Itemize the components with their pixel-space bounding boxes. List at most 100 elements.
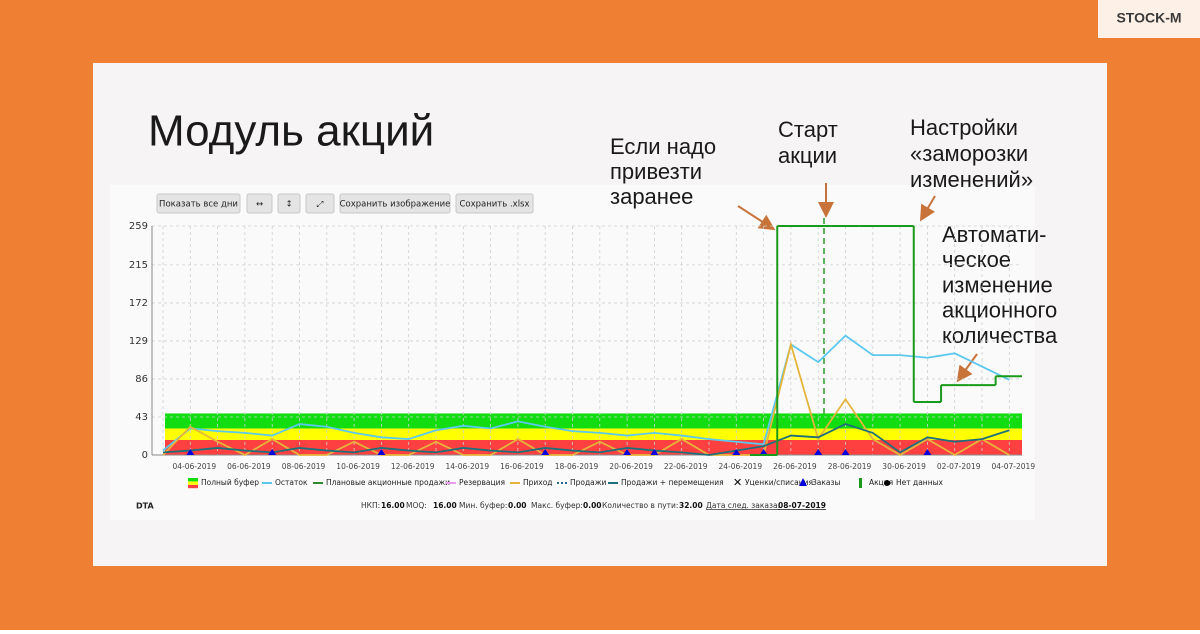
info-value: 32.00 [679, 501, 703, 510]
legend-label: Заказы [812, 478, 841, 487]
annotation: привезти [610, 159, 702, 184]
x-tick-label: 04-06-2019 [173, 462, 217, 471]
legend-swatch [884, 480, 890, 486]
slide-title: Модуль акций [148, 107, 434, 156]
x-tick-label: 16-06-2019 [500, 462, 544, 471]
series-line [162, 340, 1010, 457]
legend-label: Продажи + перемещения [621, 478, 724, 487]
x-tick-label: 24-06-2019 [719, 462, 763, 471]
legend-swatch [188, 484, 198, 489]
toolbar-button-label[interactable]: ⤢ [316, 200, 324, 210]
order-marker [268, 449, 277, 455]
legend-label: Полный буфер [201, 478, 259, 487]
y-tick-label: 86 [135, 374, 148, 385]
legend-swatch [188, 481, 198, 485]
annotation: изменение [942, 272, 1053, 297]
order-marker [732, 449, 741, 455]
x-tick-label: 28-06-2019 [828, 462, 872, 471]
order-marker [759, 449, 768, 455]
logo-box [1098, 0, 1200, 38]
toolbar-button[interactable] [246, 193, 273, 214]
info-label: Мин. буфер: [459, 501, 507, 510]
legend-swatch [859, 478, 862, 488]
info-value: 0.00 [508, 501, 527, 510]
x-tick-label: 08-06-2019 [282, 462, 326, 471]
info-code: DTA [136, 502, 154, 511]
info-value: 16.00 [433, 501, 457, 510]
info-label: Макс. буфер: [531, 501, 583, 510]
x-tick-label: 04-07-2019 [992, 462, 1036, 471]
annotation: Настройки [910, 115, 1018, 140]
y-tick-label: 0 [142, 450, 148, 461]
legend-label: Приход [523, 478, 553, 487]
y-tick-label: 43 [135, 412, 148, 423]
info-label: Дата след. заказа: [706, 501, 780, 510]
annotation: изменений» [910, 167, 1033, 192]
info-label: НКП: [361, 501, 380, 510]
annotation: ческое [942, 247, 1011, 272]
toolbar-button[interactable] [305, 193, 335, 214]
x-tick-label: 26-06-2019 [773, 462, 817, 471]
toolbar-button-label[interactable]: Сохранить .xlsx [459, 200, 529, 210]
order-marker [814, 449, 823, 455]
legend-swatch [188, 478, 198, 482]
annotation: «заморозки [910, 141, 1028, 166]
info-label: Количество в пути: [602, 501, 678, 510]
buffer-band [165, 428, 1022, 440]
series-line [162, 423, 1010, 456]
annotation: заранее [610, 184, 693, 209]
annotation: Автомати- [942, 222, 1047, 247]
x-tick-label: 20-06-2019 [609, 462, 653, 471]
legend-swatch [799, 478, 807, 486]
x-tick-label: 02-07-2019 [937, 462, 981, 471]
toolbar-button[interactable] [156, 193, 241, 214]
order-marker [650, 449, 659, 455]
arrow [737, 205, 776, 231]
order-marker [186, 449, 195, 455]
arrow [956, 353, 978, 383]
toolbar-button[interactable] [277, 193, 301, 214]
legend-label: Продажи [570, 478, 607, 487]
legend-label: Резервация [459, 478, 505, 487]
x-tick-label: 18-06-2019 [555, 462, 599, 471]
legend-swatch: ✕ [733, 476, 742, 489]
series-line [162, 334, 1010, 452]
info-value: 08-07-2019 [778, 501, 826, 510]
x-tick-label: 14-06-2019 [446, 462, 490, 471]
toolbar-button-label[interactable]: Показать все дни [159, 200, 238, 210]
x-tick-label: 06-06-2019 [227, 462, 271, 471]
info-label: MOQ: [406, 501, 427, 510]
info-value: 0.00 [583, 501, 602, 510]
arrow [919, 195, 936, 222]
y-tick-label: 259 [129, 221, 148, 232]
annotation: акции [778, 143, 837, 168]
annotation: количества [942, 323, 1058, 348]
order-marker [541, 449, 550, 455]
toolbar-button-label[interactable]: Сохранить изображение [340, 200, 451, 210]
toolbar-button-label[interactable]: ↕ [285, 200, 292, 210]
toolbar-button-label[interactable]: ↔ [256, 200, 263, 210]
info-value: 16.00 [381, 501, 405, 510]
legend-label: Акция [869, 478, 893, 487]
legend-label: Нет данных [896, 478, 944, 487]
annotation: Если надо [610, 134, 716, 159]
legend-label: Плановые акционные продажи [326, 478, 450, 487]
buffer-band [165, 439, 1022, 455]
y-tick-label: 215 [129, 260, 148, 271]
annotation: Старт [778, 117, 838, 142]
order-marker [923, 449, 932, 455]
x-tick-label: 10-06-2019 [336, 462, 380, 471]
toolbar-button[interactable] [339, 193, 451, 214]
x-tick-label: 22-06-2019 [664, 462, 708, 471]
x-tick-label: 12-06-2019 [391, 462, 435, 471]
toolbar-button[interactable] [455, 193, 534, 214]
logo: STOCK-M [1116, 10, 1181, 26]
order-marker [623, 449, 632, 455]
annotation: акционного [942, 298, 1057, 323]
order-marker [377, 449, 386, 455]
legend-label: Уценки/списания [745, 478, 813, 487]
x-tick-label: 30-06-2019 [882, 462, 926, 471]
y-tick-label: 129 [129, 336, 148, 347]
